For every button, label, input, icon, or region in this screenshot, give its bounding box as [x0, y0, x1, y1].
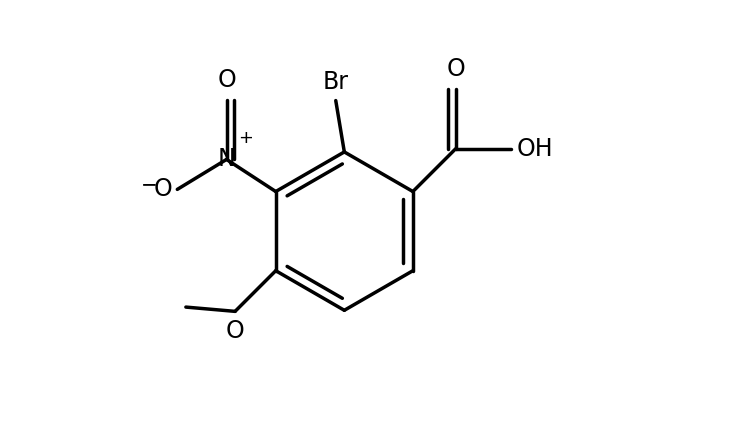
Text: Br: Br	[323, 70, 349, 94]
Text: −: −	[141, 175, 157, 195]
Text: O: O	[153, 177, 172, 202]
Text: O: O	[446, 57, 465, 81]
Text: O: O	[217, 68, 236, 92]
Text: +: +	[238, 129, 253, 148]
Text: OH: OH	[517, 137, 553, 161]
Text: N: N	[218, 147, 235, 172]
Text: O: O	[226, 319, 244, 343]
